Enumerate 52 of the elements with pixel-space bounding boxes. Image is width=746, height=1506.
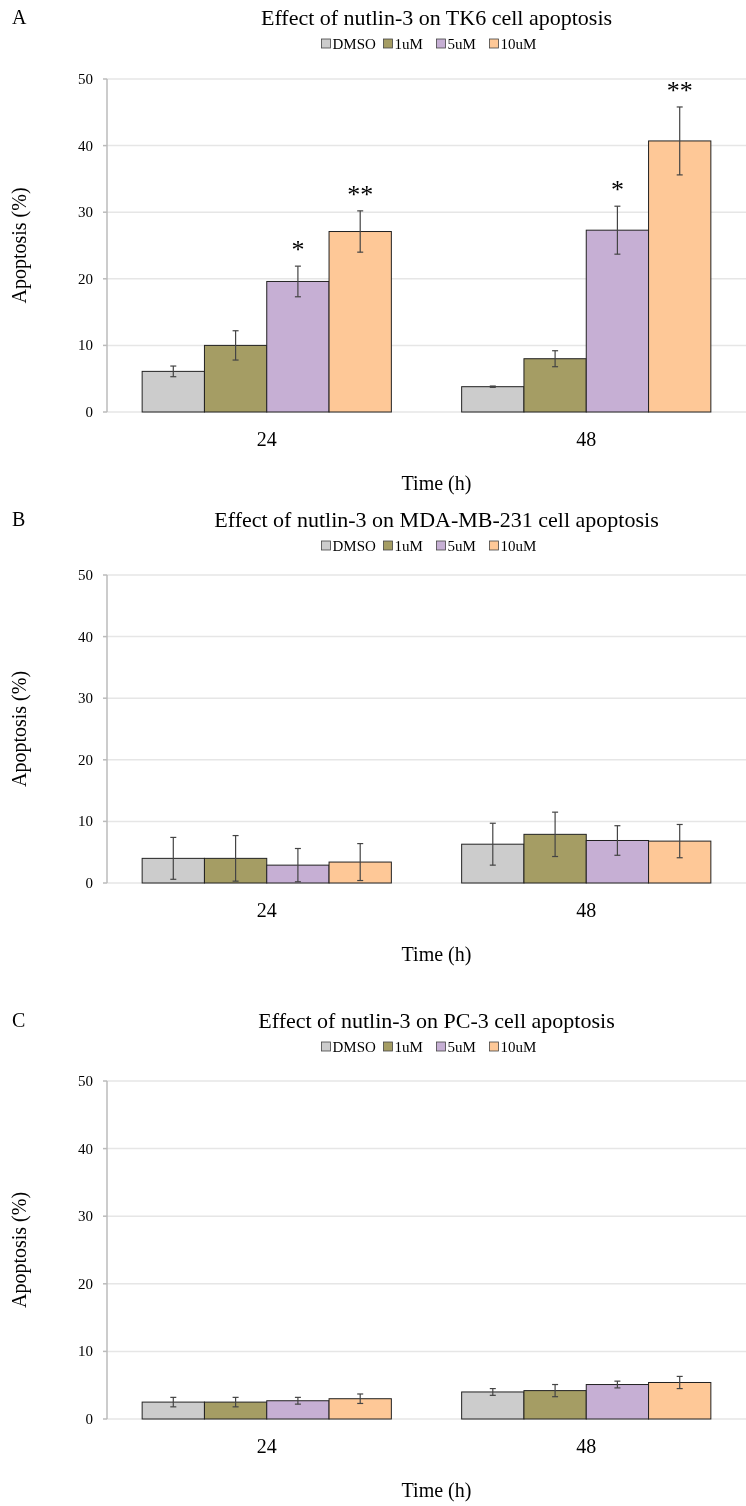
legend-label: 10uM <box>500 1039 537 1055</box>
x-axis-title: Time (h) <box>401 472 472 495</box>
x-tick-label: 48 <box>576 1435 597 1457</box>
data-label: ** <box>666 75 693 105</box>
legend-label: DMSO <box>332 36 377 52</box>
legend-label: 5uM <box>447 36 476 52</box>
legend-label: 1uM <box>394 538 423 554</box>
y-axis-title: Apoptosis (%) <box>8 187 31 304</box>
chart-title: Effect of nutlin-3 on MDA-MB-231 cell apoptosis <box>214 507 659 532</box>
x-tick-label: 24 <box>256 1435 277 1457</box>
legend-label: 1uM <box>394 1039 423 1055</box>
x-tick-label: 48 <box>576 428 597 450</box>
y-axis-title: Apoptosis (%) <box>8 1191 31 1309</box>
y-tick-label: 30 <box>78 1208 93 1225</box>
y-tick-label: 40 <box>78 137 93 154</box>
legend-label: 1uM <box>394 36 423 52</box>
data-label: ** <box>347 179 374 209</box>
x-tick-label: 48 <box>576 899 597 921</box>
text: B <box>12 508 26 530</box>
legend-label: 10uM <box>500 36 537 52</box>
x-axis-title: Time (h) <box>401 943 472 966</box>
y-tick-label: 30 <box>78 690 93 707</box>
chart-title: Effect of nutlin-3 on TK6 cell apoptosis <box>260 5 613 30</box>
legend-label: 5uM <box>447 1039 476 1055</box>
chart-title: Effect of nutlin-3 on PC-3 cell apoptosis <box>258 1008 615 1033</box>
y-tick-label: 50 <box>78 567 93 583</box>
data-label: * <box>610 175 624 205</box>
y-tick-label: 10 <box>78 337 93 354</box>
y-tick-label: 10 <box>78 1343 93 1360</box>
y-tick-label: 50 <box>78 71 93 87</box>
y-tick-label: 20 <box>78 270 93 287</box>
legend-label: 10uM <box>500 538 537 554</box>
y-tick-label: 0 <box>85 1411 93 1427</box>
x-axis-title: Time (h) <box>401 1479 472 1502</box>
y-tick-label: 20 <box>78 751 93 768</box>
data-label: * <box>291 235 305 265</box>
x-tick-label: 24 <box>256 428 277 450</box>
y-tick-label: 50 <box>78 1073 93 1089</box>
y-tick-label: 20 <box>78 1275 93 1292</box>
y-tick-label: 0 <box>85 875 93 891</box>
y-tick-label: 40 <box>78 1140 93 1157</box>
legend-label: 5uM <box>447 538 476 554</box>
legend-label: DMSO <box>332 1039 377 1055</box>
y-tick-label: 30 <box>78 204 93 221</box>
text: C <box>12 1009 26 1031</box>
y-axis-title: Apoptosis (%) <box>8 670 31 788</box>
y-tick-label: 0 <box>85 404 93 420</box>
y-tick-label: 40 <box>78 628 93 645</box>
text: A <box>12 6 27 28</box>
legend-label: DMSO <box>332 538 377 554</box>
y-tick-label: 10 <box>78 813 93 830</box>
x-tick-label: 24 <box>256 899 277 921</box>
